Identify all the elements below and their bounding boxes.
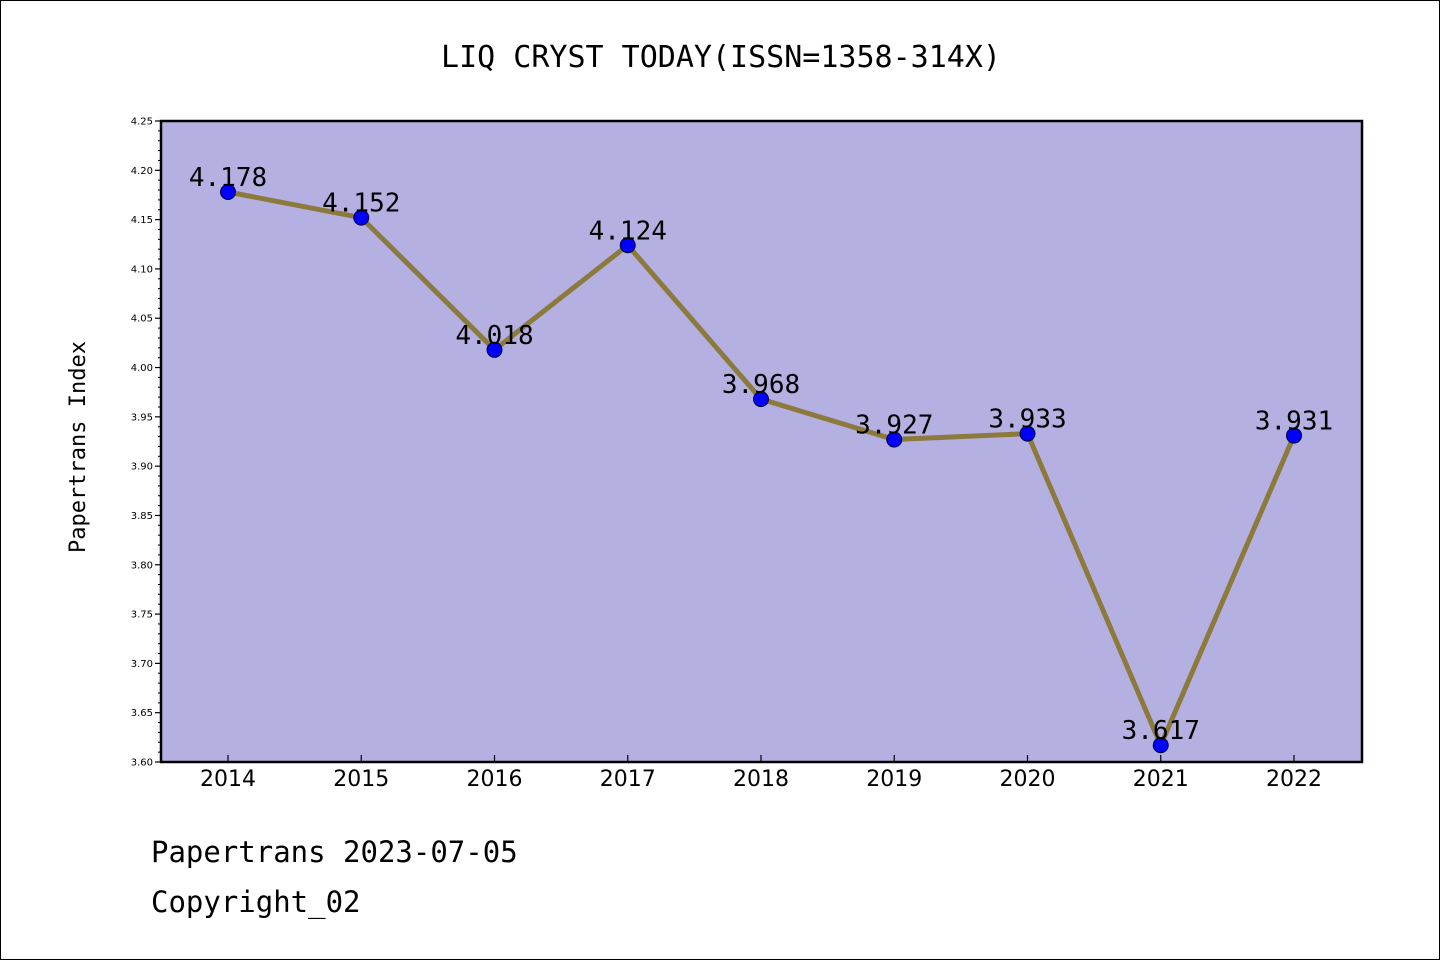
y-tick-label: 3.85 (131, 511, 153, 522)
data-label: 4.124 (589, 216, 667, 246)
data-point (353, 209, 370, 226)
data-point (486, 341, 503, 358)
y-tick-label: 4.15 (131, 215, 153, 226)
y-tick-label: 3.80 (131, 560, 153, 571)
data-point (220, 184, 236, 201)
data-point (886, 431, 903, 448)
x-tick-label: 2014 (200, 767, 256, 792)
x-tick-label: 2019 (866, 767, 922, 792)
data-label: 3.933 (988, 405, 1066, 435)
data-point (1152, 737, 1169, 754)
data-label: 4.178 (189, 163, 267, 193)
y-tick-label: 4.20 (131, 166, 153, 177)
x-axis-ticks: 2014 2015 2016 2017 2018 2019 2020 2021 2022 (200, 755, 1322, 792)
data-labels: 4.178 4.152 4.018 4.124 3.968 3.927 3.933 3.617… (189, 163, 1333, 746)
data-label: 3.927 (855, 411, 933, 441)
y-tick-label: 3.75 (131, 610, 153, 621)
data-label: 4.152 (322, 189, 400, 219)
plot-area (161, 121, 1362, 762)
y-tick-label: 4.25 (131, 117, 153, 128)
y-tick-label: 3.70 (131, 659, 153, 670)
data-label: 3.931 (1255, 407, 1333, 437)
data-point (619, 237, 636, 254)
chart-title: LIQ CRYST TODAY(ISSN=1358-314X) (441, 40, 1001, 75)
footer-copyright-line: Copyright_02 (151, 885, 361, 919)
y-tick-label: 4.10 (131, 264, 153, 275)
x-tick-label: 2021 (1133, 767, 1189, 792)
y-axis-label: Papertrans Index (66, 341, 91, 553)
y-axis-ticks: 3.60 3.65 3.70 3.75 3.80 3.85 3.90 3.95 4.00 4.05… (131, 117, 161, 769)
y-tick-label: 3.95 (131, 412, 153, 423)
x-tick-label: 2016 (467, 767, 523, 792)
y-tick-label: 3.90 (131, 462, 153, 473)
data-label: 3.968 (722, 370, 800, 400)
plot-border (159, 119, 1364, 764)
y-tick-label: 4.00 (131, 363, 153, 374)
x-tick-label: 2015 (333, 767, 389, 792)
data-point (1286, 427, 1302, 444)
y-tick-label: 3.65 (131, 708, 153, 719)
data-point (1019, 425, 1036, 442)
x-tick-label: 2017 (600, 767, 656, 792)
footer-date-line: Papertrans 2023-07-05 (151, 835, 518, 869)
x-tick-label: 2018 (733, 767, 789, 792)
y-tick-label: 4.05 (131, 314, 153, 325)
data-markers (220, 184, 1302, 754)
data-label: 3.617 (1122, 716, 1200, 746)
x-tick-label: 2020 (1000, 767, 1056, 792)
data-label: 4.018 (455, 321, 533, 351)
x-tick-label: 2022 (1266, 767, 1322, 792)
data-point (753, 391, 769, 408)
y-tick-label: 3.60 (131, 758, 153, 769)
